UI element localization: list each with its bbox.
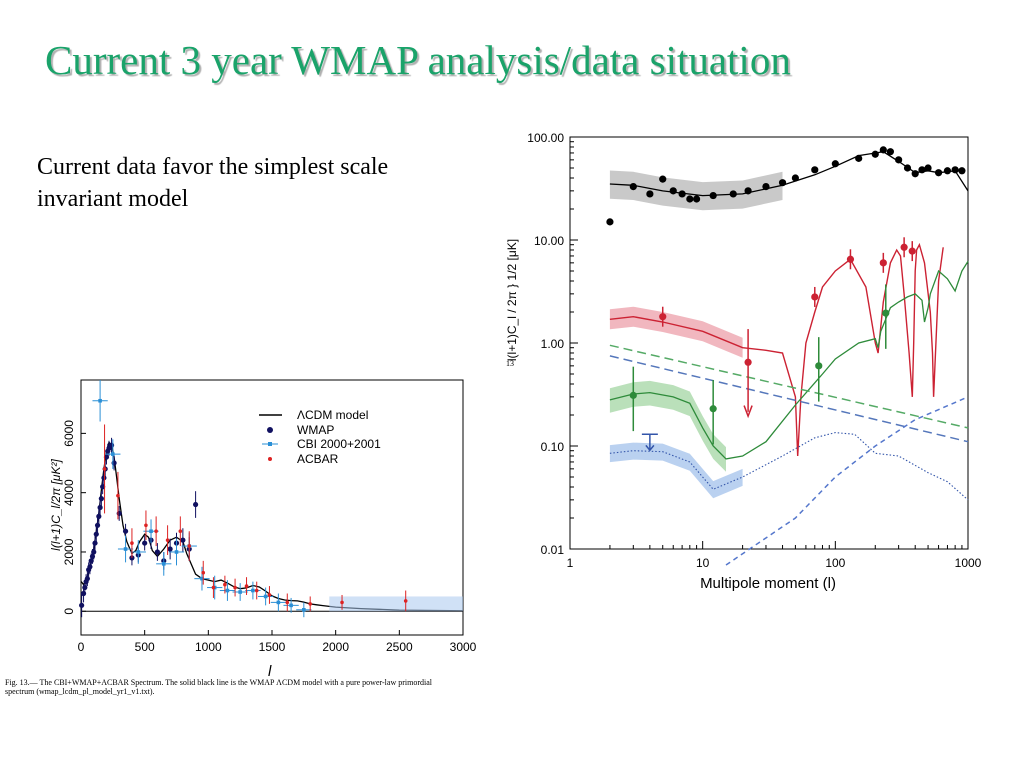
cbi-point [200,576,204,581]
wmap-point [122,528,129,534]
wmap-point [142,540,148,546]
legend-marker-wmap [267,427,273,433]
x-tick-label: 1500 [259,640,286,654]
acbar-point [308,602,313,606]
acbar-band [329,596,463,612]
left-chart-legend: ΛCDM model WMAP CBI 2000+2001 ACBAR [259,408,381,466]
left-chart-ticks: 0 500 1000 1500 2000 2500 3000 0 2000 4000 6000 [62,420,477,654]
wmap-point [101,475,107,481]
wmap-point [97,504,103,511]
x-tick-label: 0 [78,640,85,654]
wmap-point [87,564,93,570]
cbi-point [136,550,141,554]
cbi-point [238,590,242,594]
wmap-point [154,549,160,555]
cbi-point [302,607,306,612]
acbar-point [340,600,344,605]
acbar-point [211,585,216,590]
acbar-point [178,529,183,534]
acbar-point [254,588,259,593]
wmap-point [80,590,87,597]
wmap-point [82,584,88,591]
cbi-point [174,550,179,554]
legend-marker-acbar [268,457,272,461]
wmap-point [92,540,98,546]
x-tick-label: 2000 [322,640,349,654]
legend-label-acbar: ACBAR [297,452,339,466]
figure-caption-line-1: Fig. 13.— The CBI+WMAP+ACBAR Spectrum. T… [5,678,433,687]
acbar-point [285,600,290,605]
x-tick-label: 1000 [195,640,222,654]
legend-label-model: ΛCDM model [297,408,368,422]
acbar-point [223,582,227,587]
cbi-point [123,547,128,551]
acbar-point [116,493,120,498]
y-tick-label: 6000 [62,420,76,447]
slide-body-text: Current data favor the simplest scale in… [37,151,477,215]
wmap-point [79,602,85,608]
acbar-point [144,523,148,528]
wmap-point [100,484,106,490]
acbar-point [102,467,107,471]
x-tick-label: 500 [135,640,155,654]
wmap-point [98,496,104,502]
wmap-point [89,553,96,560]
body-line-2: invariant model [37,186,189,212]
acbar-point [130,541,134,545]
left-x-axis-label: l [268,663,272,680]
legend-label-wmap: WMAP [297,423,334,437]
wmap-point [88,558,94,564]
cbi-point [289,603,293,608]
wmap-point [193,501,199,508]
cbi-point [161,562,166,566]
cbi-point [111,452,115,456]
cbi-point [225,588,230,593]
wmap-point [96,513,102,519]
x-tick-label: 3000 [450,640,477,654]
slide-title: Current 3 year WMAP analysis/data situat… [45,37,791,83]
acbar-point [154,529,158,534]
cbi-point [98,398,102,403]
cbi-point [263,594,268,599]
figure-caption-line-2: spectrum (wmap_lcdm_pl_model_yr1_v1.txt)… [5,687,155,696]
wmap-point [116,510,122,517]
acbar-point [165,538,170,542]
acbar-point [233,585,237,590]
cbi-point [149,529,153,534]
wmap-point [93,531,99,537]
body-line-1: Current data favor the simplest scale [37,154,389,180]
wmap-point [167,546,173,552]
wmap-point [108,442,115,448]
acbar-point [244,584,249,588]
y-tick-label: 2000 [62,538,76,565]
legend-marker-cbi [268,442,272,446]
left-chart-frame [80,379,464,636]
x-tick-label: 2500 [386,640,413,654]
wmap-point [84,576,90,582]
y-tick-label: 0 [62,608,76,615]
cbi-point [276,600,281,605]
wmap-point [111,460,117,466]
wmap-point [180,537,186,543]
wmap-point [91,549,97,555]
acbar-point [201,570,206,575]
acbar-point [403,599,408,603]
cbi-point [251,588,255,593]
legend-label-cbi: CBI 2000+2001 [297,437,381,451]
acbar-point [267,593,272,597]
acbar-point [187,544,192,548]
left-chart-points [79,380,463,618]
y-tick-label: 4000 [62,479,76,506]
left-y-axis-label: l(l+1)C_l/2π [μK²] [49,459,63,551]
wmap-point [94,522,101,528]
